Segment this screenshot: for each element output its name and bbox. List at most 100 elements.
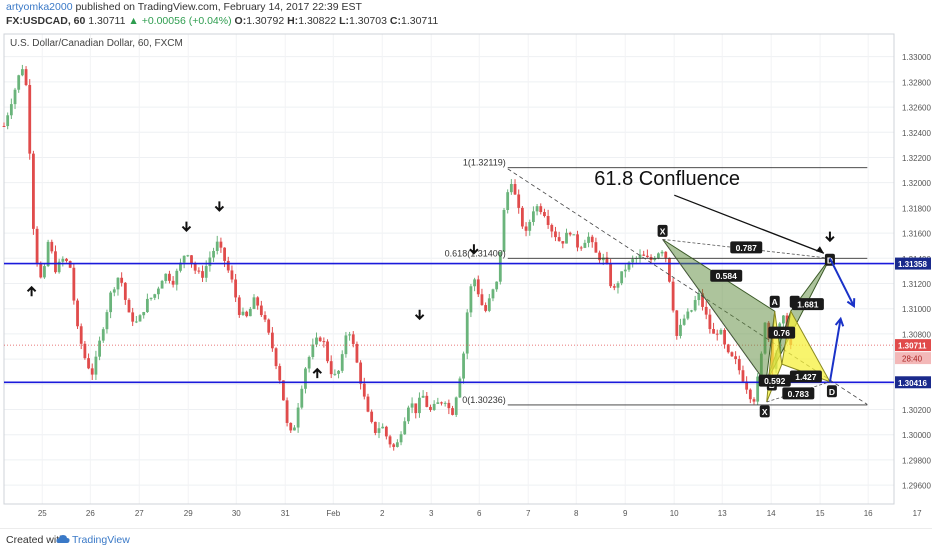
candle-body [285, 400, 289, 423]
candle-body [384, 426, 388, 437]
candle-body [68, 261, 72, 268]
candle [554, 226, 557, 242]
y-tick-label: 1.31600 [902, 230, 931, 239]
candle-body [157, 288, 160, 295]
candle-body [171, 280, 175, 285]
candle-body [399, 434, 403, 443]
candle-body [127, 299, 131, 313]
projection-arrow-head [834, 316, 845, 327]
candle-body [395, 442, 399, 447]
candle [179, 258, 182, 273]
label-x: X [657, 224, 668, 237]
candle-body [712, 329, 715, 334]
candle [175, 268, 179, 291]
candle-body [182, 255, 186, 263]
candle-body [528, 222, 532, 231]
x-tick-label: 10 [670, 509, 679, 518]
candle [756, 373, 760, 405]
candle-body [495, 281, 499, 290]
candle [263, 311, 267, 323]
candle [752, 397, 756, 405]
candle [645, 249, 649, 258]
candle-body [532, 211, 535, 223]
candle [748, 388, 752, 404]
candle [190, 255, 193, 268]
candle-body [517, 194, 521, 208]
candle [90, 363, 94, 381]
candle [197, 267, 201, 274]
price-chart[interactable]: U.S. Dollar/Canadian Dollar, 60, FXCM 1(… [0, 28, 932, 528]
candle-body [465, 312, 469, 354]
candle-body [153, 294, 157, 298]
chart-area[interactable]: U.S. Dollar/Canadian Dollar, 60, FXCM 1(… [0, 28, 932, 528]
candle [513, 179, 517, 196]
candle [546, 209, 550, 229]
chart-header: artyomka2000 published on TradingView.co… [0, 0, 932, 28]
y-tick-label: 1.32200 [902, 154, 931, 163]
candle [528, 219, 532, 236]
candle-body [13, 89, 17, 105]
candle [741, 365, 745, 383]
candle [675, 309, 679, 340]
candle [101, 327, 105, 343]
candle [168, 270, 171, 284]
candle-body [190, 255, 193, 264]
candle [329, 355, 333, 379]
candle [142, 311, 146, 319]
candle [289, 422, 293, 433]
candle-body [752, 399, 756, 402]
candle [182, 255, 186, 269]
candle-body [197, 270, 201, 272]
level-price-tag [895, 376, 931, 389]
candle [598, 250, 601, 264]
candle-body [473, 279, 476, 287]
candle [83, 341, 87, 360]
candle-body [344, 335, 348, 355]
label-x-bg [657, 224, 668, 237]
x-tick-label: 16 [864, 509, 873, 518]
x-tick-label: 9 [623, 509, 628, 518]
candle [557, 231, 561, 242]
candle-body [35, 228, 39, 264]
ratio-ac-text: 0.76 [773, 328, 790, 338]
candle-body [370, 411, 374, 422]
candle-body [329, 361, 333, 375]
candle [697, 288, 701, 306]
x-tick-label: Feb [326, 509, 340, 518]
candle [370, 409, 374, 424]
candle-body [120, 277, 124, 283]
candle-body [421, 395, 425, 398]
candle-body [304, 368, 307, 389]
candle-body [723, 329, 726, 345]
candle-body [605, 257, 609, 264]
ratio-ac: 0.76 [768, 326, 796, 339]
candle [20, 64, 24, 77]
candle [57, 258, 61, 274]
candle [642, 250, 646, 257]
label-x2: X [759, 405, 770, 418]
y-tick-label: 1.33000 [902, 53, 931, 62]
candle [487, 293, 491, 313]
overlays: 1(1.32119)0.618(1.31400)0(1.30236)XABCDX… [4, 158, 894, 418]
candle-body [675, 310, 679, 336]
candle [241, 307, 245, 316]
candle-body [267, 319, 271, 333]
candle-body [282, 380, 285, 401]
candle-body [546, 215, 550, 225]
candle-body [24, 69, 28, 86]
candle [157, 286, 160, 300]
candle-body [701, 293, 704, 307]
candle-body [480, 294, 484, 306]
candle-body [671, 281, 675, 311]
label-a-bg [769, 295, 780, 308]
candle [403, 417, 407, 435]
candle-body [296, 407, 300, 428]
candle [373, 421, 377, 436]
candle [87, 353, 90, 370]
candle-body [612, 286, 616, 288]
candle [351, 331, 355, 348]
author-link[interactable]: artyomka2000 [6, 1, 73, 13]
down-arrow-icon [469, 244, 479, 255]
tradingview-brand[interactable]: TradingView [72, 534, 130, 546]
candle-body [715, 333, 719, 335]
